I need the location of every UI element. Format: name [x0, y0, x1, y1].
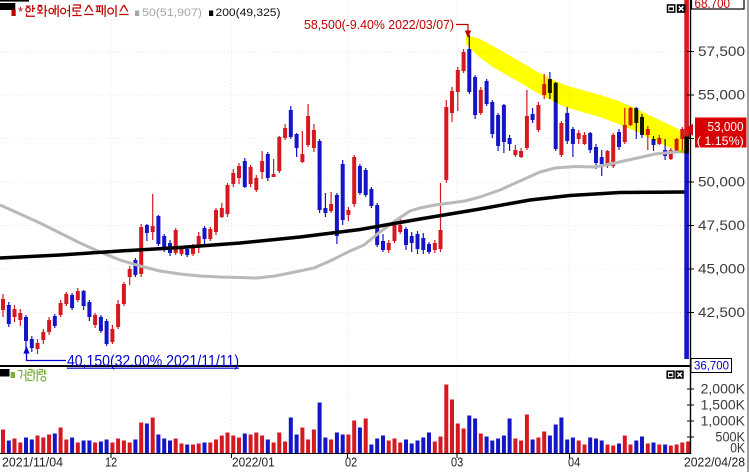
svg-text:42,500: 42,500	[698, 305, 745, 320]
svg-text:2,000K: 2,000K	[701, 382, 745, 397]
svg-text:( 1.15%): ( 1.15%)	[697, 134, 744, 148]
svg-text:55,000: 55,000	[698, 88, 745, 103]
svg-text:1,500K: 1,500K	[701, 398, 745, 413]
svg-text:58,500(-9.40% 2022/03/07): 58,500(-9.40% 2022/03/07)	[304, 18, 454, 32]
svg-text:500K: 500K	[715, 430, 745, 445]
svg-text:2022/04/28: 2022/04/28	[684, 456, 745, 470]
svg-text:47,500: 47,500	[698, 218, 745, 233]
svg-text:0K: 0K	[730, 441, 745, 456]
svg-text:2022/01: 2022/01	[232, 456, 275, 470]
svg-text:57,500: 57,500	[698, 44, 745, 59]
svg-text:04: 04	[568, 456, 580, 470]
svg-text:1,000K: 1,000K	[701, 414, 745, 429]
svg-text:12: 12	[105, 456, 117, 470]
svg-text:200(49,325): 200(49,325)	[216, 7, 281, 19]
svg-text:*: *	[18, 4, 23, 19]
svg-text:50,000: 50,000	[698, 175, 745, 190]
svg-text:53,000: 53,000	[708, 120, 744, 134]
svg-text:45,000: 45,000	[698, 262, 745, 277]
svg-text:68,700: 68,700	[695, 0, 731, 11]
svg-text:50(51,907): 50(51,907)	[142, 7, 202, 19]
svg-text:02: 02	[345, 456, 357, 470]
svg-text:36,700: 36,700	[694, 361, 729, 373]
svg-text:2021/11/04: 2021/11/04	[2, 456, 63, 470]
svg-text:40,150(32.00% 2021/11/11): 40,150(32.00% 2021/11/11)	[67, 353, 239, 370]
svg-text:03: 03	[451, 456, 463, 470]
